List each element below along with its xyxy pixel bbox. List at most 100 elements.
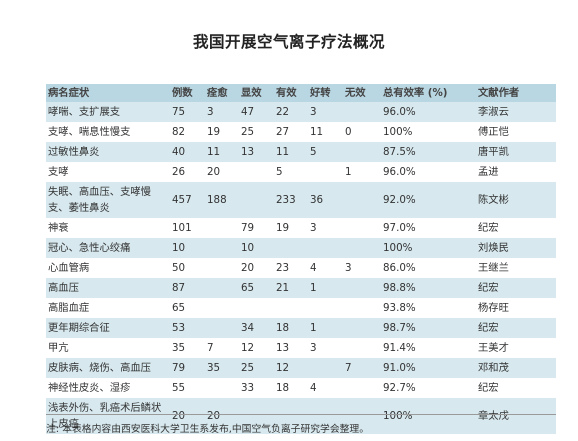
cell-total-rate: 96.0% — [381, 102, 476, 122]
cell-effective: 11 — [274, 142, 308, 162]
cell-ineffective — [343, 218, 381, 238]
cell-author: 邓和茂 — [476, 358, 556, 378]
cell-ineffective: 7 — [343, 358, 381, 378]
table-row: 过敏性鼻炎 40 11 13 11 5 87.5% 唐平凯 — [46, 142, 556, 162]
cell-cured — [205, 298, 239, 318]
cell-disease: 甲亢 — [46, 338, 170, 358]
cell-total-rate: 93.8% — [381, 298, 476, 318]
cell-disease: 哮喘、支扩展支 — [46, 102, 170, 122]
header-ineffective: 无效 — [343, 84, 381, 102]
cell-author: 孟进 — [476, 162, 556, 182]
cell-disease: 支哮、喘息性慢支 — [46, 122, 170, 142]
cell-cured — [205, 218, 239, 238]
cell-cured — [205, 278, 239, 298]
footer-divider — [46, 414, 556, 415]
cell-marked: 79 — [239, 218, 274, 238]
header-disease: 病名症状 — [46, 84, 170, 102]
cell-ineffective — [343, 142, 381, 162]
cell-improved: 4 — [308, 378, 343, 398]
cell-disease: 高脂血症 — [46, 298, 170, 318]
table-row: 哮喘、支扩展支 75 3 47 22 3 96.0% 李淑云 — [46, 102, 556, 122]
cell-total-rate: 91.4% — [381, 338, 476, 358]
cell-disease: 浅表外伤、乳癌术后鳞状上皮癌 — [46, 398, 170, 434]
cell-effective: 22 — [274, 102, 308, 122]
cell-effective: 13 — [274, 338, 308, 358]
table-row: 更年期综合征 53 34 18 1 98.7% 纪宏 — [46, 318, 556, 338]
cell-cured — [205, 258, 239, 278]
cell-ineffective — [343, 398, 381, 434]
cell-marked: 12 — [239, 338, 274, 358]
cell-cases: 79 — [170, 358, 205, 378]
cell-improved — [308, 162, 343, 182]
cell-marked: 25 — [239, 358, 274, 378]
cell-author: 杨存旺 — [476, 298, 556, 318]
cell-cases: 65 — [170, 298, 205, 318]
cell-effective — [274, 398, 308, 434]
cell-disease: 更年期综合征 — [46, 318, 170, 338]
cell-total-rate: 98.7% — [381, 318, 476, 338]
cell-effective: 27 — [274, 122, 308, 142]
cell-ineffective — [343, 378, 381, 398]
cell-ineffective — [343, 182, 381, 218]
cell-total-rate: 100% — [381, 398, 476, 434]
header-marked: 显效 — [239, 84, 274, 102]
cell-disease: 神衰 — [46, 218, 170, 238]
cell-marked: 20 — [239, 258, 274, 278]
cell-author: 傅正恺 — [476, 122, 556, 142]
cell-total-rate: 86.0% — [381, 258, 476, 278]
therapy-table: 病名症状 例数 痊愈 显效 有效 好转 无效 总有效率 (%) 文献作者 哮喘、… — [46, 84, 556, 434]
cell-cases: 53 — [170, 318, 205, 338]
cell-marked — [239, 162, 274, 182]
cell-cured — [205, 238, 239, 258]
cell-cases: 55 — [170, 378, 205, 398]
cell-total-rate: 98.8% — [381, 278, 476, 298]
cell-ineffective — [343, 238, 381, 258]
cell-effective — [274, 238, 308, 258]
cell-improved — [308, 298, 343, 318]
cell-author: 刘焕民 — [476, 238, 556, 258]
page-title: 我国开展空气离子疗法概况 — [192, 33, 385, 51]
table-row: 失眠、高血压、支哮慢支、萎性鼻炎 457 188 233 36 92.0% 陈文彬 — [46, 182, 556, 218]
cell-cured: 3 — [205, 102, 239, 122]
cell-disease: 高血压 — [46, 278, 170, 298]
cell-marked: 34 — [239, 318, 274, 338]
cell-cases: 40 — [170, 142, 205, 162]
table-row: 神衰 101 79 19 3 97.0% 纪宏 — [46, 218, 556, 238]
header-effective: 有效 — [274, 84, 308, 102]
cell-effective: 233 — [274, 182, 308, 218]
cell-cured: 20 — [205, 398, 239, 434]
cell-cases: 82 — [170, 122, 205, 142]
cell-total-rate: 96.0% — [381, 162, 476, 182]
cell-effective: 18 — [274, 318, 308, 338]
cell-improved: 3 — [308, 102, 343, 122]
cell-total-rate: 100% — [381, 122, 476, 142]
cell-effective: 12 — [274, 358, 308, 378]
cell-author: 纪宏 — [476, 218, 556, 238]
cell-cases: 50 — [170, 258, 205, 278]
cell-cases: 10 — [170, 238, 205, 258]
cell-disease: 神经性皮炎、湿疹 — [46, 378, 170, 398]
cell-ineffective: 0 — [343, 122, 381, 142]
cell-cases: 457 — [170, 182, 205, 218]
cell-cured — [205, 318, 239, 338]
header-author: 文献作者 — [476, 84, 556, 102]
cell-improved: 5 — [308, 142, 343, 162]
cell-effective — [274, 298, 308, 318]
cell-cured — [205, 378, 239, 398]
cell-disease: 冠心、急性心绞痛 — [46, 238, 170, 258]
cell-improved: 4 — [308, 258, 343, 278]
cell-cases: 26 — [170, 162, 205, 182]
cell-marked — [239, 398, 274, 434]
cell-cured: 35 — [205, 358, 239, 378]
cell-ineffective — [343, 278, 381, 298]
cell-disease: 心血管病 — [46, 258, 170, 278]
header-total-rate: 总有效率 (%) — [381, 84, 476, 102]
header-cases: 例数 — [170, 84, 205, 102]
cell-marked: 10 — [239, 238, 274, 258]
cell-ineffective: 3 — [343, 258, 381, 278]
cell-improved: 1 — [308, 318, 343, 338]
table-row: 浅表外伤、乳癌术后鳞状上皮癌 20 20 100% 章太戊 — [46, 398, 556, 434]
cell-cases: 35 — [170, 338, 205, 358]
cell-effective: 5 — [274, 162, 308, 182]
cell-marked — [239, 182, 274, 218]
